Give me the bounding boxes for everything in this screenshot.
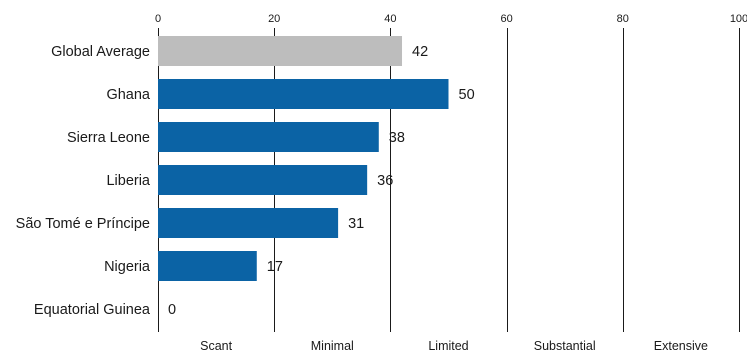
- x-tick-label: 60: [500, 13, 512, 25]
- category-label: Liberia: [106, 173, 150, 189]
- x-tick-label: 20: [268, 13, 280, 25]
- category-label: Equatorial Guinea: [34, 302, 151, 318]
- band-label: Extensive: [654, 339, 708, 353]
- band-label: Minimal: [311, 339, 354, 353]
- bars: [158, 36, 449, 281]
- band-label: Scant: [200, 339, 232, 353]
- category-label: Nigeria: [104, 259, 151, 275]
- data-label: 0: [168, 302, 176, 318]
- data-label: 42: [412, 44, 428, 60]
- data-label: 17: [267, 259, 283, 275]
- x-tick-label: 0: [155, 13, 161, 25]
- category-label: Sierra Leone: [67, 130, 150, 146]
- category-label: São Tomé e Príncipe: [16, 216, 150, 232]
- x-tick-label: 100: [730, 13, 747, 25]
- value-labels: 42 50 38 36 31 17 0: [168, 44, 475, 318]
- bar: [158, 208, 339, 238]
- x-tick-label: 80: [617, 13, 629, 25]
- category-label: Global Average: [51, 44, 150, 60]
- bar: [158, 79, 449, 109]
- bar: [158, 251, 257, 281]
- data-label: 38: [389, 130, 405, 146]
- band-labels: Scant Minimal Limited Substantial Extensive: [200, 339, 708, 353]
- grid-layer: [158, 28, 740, 332]
- x-axis-ticks: 0 20 40 60 80 100: [155, 13, 747, 25]
- category-labels: Global Average Ghana Sierra Leone Liberia Sã…: [16, 44, 151, 318]
- category-label: Ghana: [106, 87, 150, 103]
- bar: [158, 36, 403, 66]
- data-label: 50: [459, 87, 475, 103]
- data-label: 36: [377, 173, 393, 189]
- band-label: Substantial: [534, 339, 596, 353]
- bar: [158, 122, 379, 152]
- data-label: 31: [348, 216, 364, 232]
- band-label: Limited: [428, 339, 468, 353]
- bar: [158, 165, 368, 195]
- x-tick-label: 40: [384, 13, 396, 25]
